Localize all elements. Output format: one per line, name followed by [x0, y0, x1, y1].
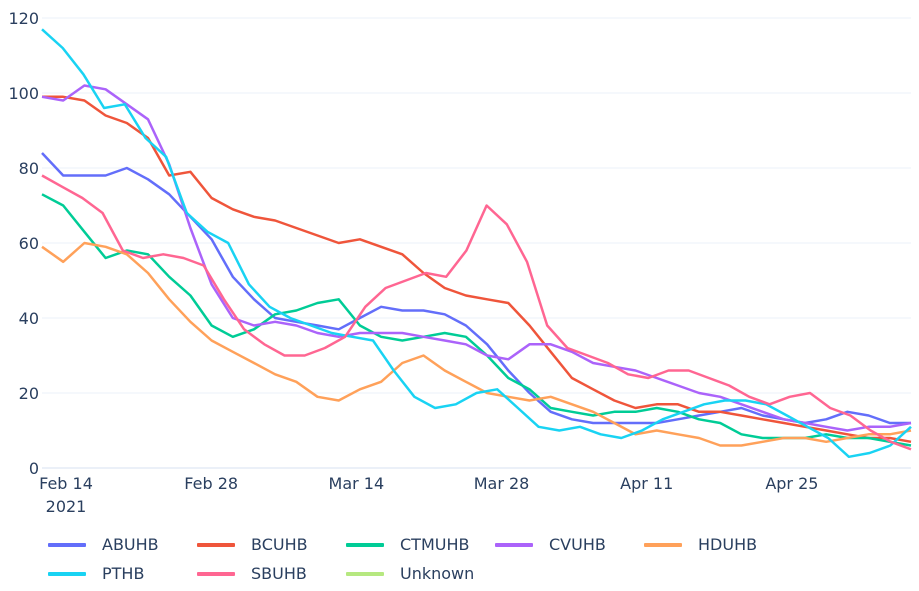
legend-row-2: PTHB SBUHB Unknown: [48, 559, 808, 588]
legend-item-hduhb[interactable]: HDUHB: [644, 535, 793, 554]
legend-item-ctmuhb[interactable]: CTMUHB: [346, 535, 495, 554]
series-line-ctmuhb: [41, 193, 912, 447]
y-axis-ticks: 0 20 40 60 80 100 120: [8, 9, 39, 478]
svg-text:Mar 28: Mar 28: [474, 474, 530, 493]
svg-text:80: 80: [19, 159, 39, 178]
series-line-hduhb: [41, 241, 912, 447]
legend-label: ABUHB: [102, 535, 159, 554]
svg-text:2021: 2021: [46, 497, 87, 516]
series-line-sbuhb: [41, 174, 912, 451]
abuhb-swatch-icon: [48, 542, 86, 547]
svg-text:20: 20: [19, 384, 39, 403]
svg-text:120: 120: [8, 9, 39, 28]
svg-text:Apr 11: Apr 11: [620, 474, 673, 493]
legend-item-pthb[interactable]: PTHB: [48, 564, 197, 583]
legend-label: BCUHB: [251, 535, 308, 554]
legend-label: HDUHB: [698, 535, 758, 554]
svg-text:60: 60: [19, 234, 39, 253]
cvuhb-swatch-icon: [495, 542, 533, 547]
legend-item-cvuhb[interactable]: CVUHB: [495, 535, 644, 554]
sbuhb-swatch-icon: [197, 571, 235, 576]
legend: ABUHB BCUHB CTMUHB CVUHB HDUHB PTHB SBUH…: [48, 530, 808, 588]
svg-text:Feb 14: Feb 14: [39, 474, 93, 493]
legend-label: SBUHB: [251, 564, 307, 583]
svg-text:Feb 28: Feb 28: [184, 474, 238, 493]
svg-text:40: 40: [19, 309, 39, 328]
line-chart: 0 20 40 60 80 100 120 Feb 14 2021 Feb 28 Mar 14 Ma…: [8, 9, 912, 516]
legend-label: CVUHB: [549, 535, 606, 554]
x-axis-ticks: Feb 14 2021 Feb 28 Mar 14 Mar 28 Apr 11 Apr 25: [39, 474, 818, 516]
unknown-swatch-icon: [346, 571, 384, 576]
svg-text:100: 100: [8, 84, 39, 103]
series-line-bcuhb: [42, 95, 912, 444]
bcuhb-swatch-icon: [197, 542, 235, 547]
series-lines: [41, 28, 912, 459]
legend-item-unknown[interactable]: Unknown: [346, 564, 495, 583]
legend-item-sbuhb[interactable]: SBUHB: [197, 564, 346, 583]
legend-label: Unknown: [400, 564, 475, 583]
legend-label: CTMUHB: [400, 535, 470, 554]
legend-item-bcuhb[interactable]: BCUHB: [197, 535, 346, 554]
svg-text:0: 0: [29, 459, 39, 478]
legend-row-1: ABUHB BCUHB CTMUHB CVUHB HDUHB: [48, 530, 808, 559]
legend-label: PTHB: [102, 564, 145, 583]
svg-text:Apr 25: Apr 25: [765, 474, 818, 493]
pthb-swatch-icon: [48, 571, 86, 576]
series-line-cvuhb: [41, 84, 912, 432]
ctmuhb-swatch-icon: [346, 542, 384, 547]
legend-item-abuhb[interactable]: ABUHB: [48, 535, 197, 554]
svg-text:Mar 14: Mar 14: [329, 474, 385, 493]
series-line-abuhb: [41, 152, 911, 425]
hduhb-swatch-icon: [644, 542, 682, 547]
